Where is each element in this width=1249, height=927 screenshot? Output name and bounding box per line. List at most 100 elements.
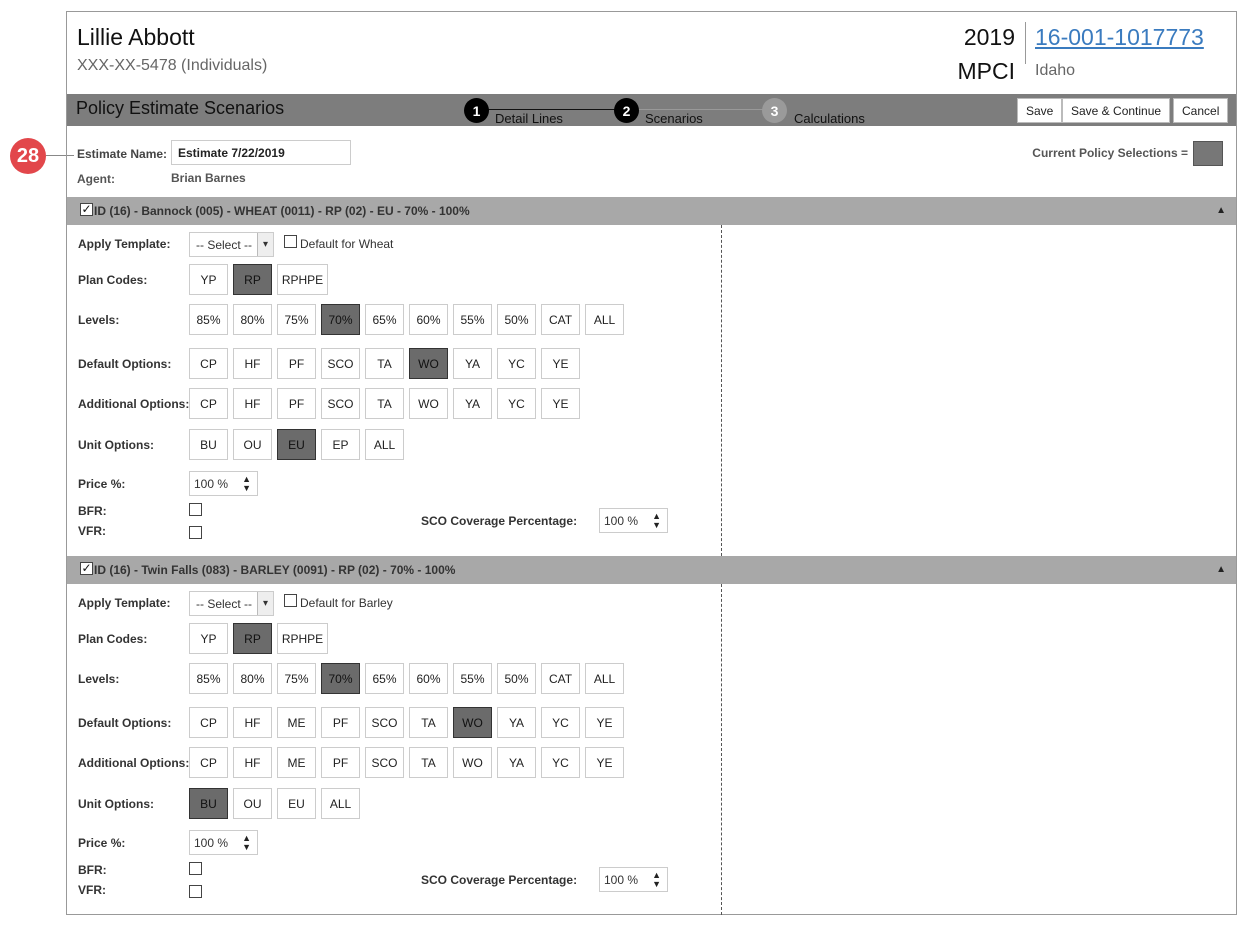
- section-2-plan-codes-option[interactable]: RPHPE: [277, 623, 328, 654]
- section-1-sco-coverage-stepper[interactable]: 100 % ▲ ▼: [599, 508, 668, 533]
- section-2-bfr-checkbox[interactable]: [189, 862, 202, 875]
- section-2-unit-options-option[interactable]: BU: [189, 788, 228, 819]
- section-1-default-options-option[interactable]: YC: [497, 348, 536, 379]
- section-2-levels-option[interactable]: 75%: [277, 663, 316, 694]
- section-2-default-options-option[interactable]: CP: [189, 707, 228, 738]
- section-2-additional-options-option[interactable]: YA: [497, 747, 536, 778]
- section-1-levels-option[interactable]: 55%: [453, 304, 492, 335]
- section-1-unit-options-option[interactable]: EU: [277, 429, 316, 460]
- section-1-levels-option[interactable]: 80%: [233, 304, 272, 335]
- section-2-default-options-option[interactable]: PF: [321, 707, 360, 738]
- collapse-caret-icon[interactable]: ▲: [1216, 564, 1226, 575]
- section-2-additional-options-option[interactable]: SCO: [365, 747, 404, 778]
- section-1-default-options-option[interactable]: CP: [189, 348, 228, 379]
- section-1-header[interactable]: ✓ ID (16) - Bannock (005) - WHEAT (0011) …: [67, 197, 1236, 225]
- section-2-header[interactable]: ✓ ID (16) - Twin Falls (083) - BARLEY (00…: [67, 556, 1236, 584]
- policy-number-link[interactable]: 16-001-1017773: [1035, 24, 1204, 50]
- section-1-additional-options-option[interactable]: YE: [541, 388, 580, 419]
- section-1-unit-options-option[interactable]: BU: [189, 429, 228, 460]
- section-2-levels-option[interactable]: 80%: [233, 663, 272, 694]
- section-2-additional-options-option[interactable]: YC: [541, 747, 580, 778]
- section-2-default-options-option[interactable]: YC: [541, 707, 580, 738]
- section-1-vfr-checkbox[interactable]: [189, 526, 202, 539]
- section-1-unit-options-option[interactable]: EP: [321, 429, 360, 460]
- section-2-levels-option[interactable]: CAT: [541, 663, 580, 694]
- section-2-levels-option[interactable]: ALL: [585, 663, 624, 694]
- section-1-unit-options-option[interactable]: ALL: [365, 429, 404, 460]
- section-2-default-options-option[interactable]: WO: [453, 707, 492, 738]
- section-2-default-options-option[interactable]: SCO: [365, 707, 404, 738]
- section-2-sco-coverage-stepper[interactable]: 100 % ▲ ▼: [599, 867, 668, 892]
- section-2-unit-options-option[interactable]: ALL: [321, 788, 360, 819]
- section-1-header-checkbox[interactable]: ✓: [80, 202, 93, 216]
- stepper-arrows-icon[interactable]: ▲ ▼: [242, 833, 251, 852]
- step-1-circle[interactable]: 1: [464, 98, 489, 123]
- stepper-arrows-icon[interactable]: ▲ ▼: [652, 870, 661, 889]
- section-2-additional-options-option[interactable]: HF: [233, 747, 272, 778]
- section-2-additional-options-option[interactable]: PF: [321, 747, 360, 778]
- section-2-default-options-option[interactable]: YE: [585, 707, 624, 738]
- section-1-additional-options-option[interactable]: PF: [277, 388, 316, 419]
- chevron-down-icon[interactable]: ▾: [257, 233, 273, 256]
- section-2-unit-options-option[interactable]: EU: [277, 788, 316, 819]
- step-2-label[interactable]: Scenarios: [645, 111, 703, 126]
- section-1-plan-codes-option[interactable]: YP: [189, 264, 228, 295]
- section-1-plan-codes-option[interactable]: RP: [233, 264, 272, 295]
- section-1-levels-option[interactable]: 85%: [189, 304, 228, 335]
- step-2-circle[interactable]: 2: [614, 98, 639, 123]
- section-1-additional-options-option[interactable]: WO: [409, 388, 448, 419]
- section-1-levels-option[interactable]: ALL: [585, 304, 624, 335]
- section-1-levels-option[interactable]: CAT: [541, 304, 580, 335]
- section-2-default-options-option[interactable]: HF: [233, 707, 272, 738]
- section-1-price-stepper[interactable]: 100 % ▲ ▼: [189, 471, 258, 496]
- section-1-default-options-option[interactable]: HF: [233, 348, 272, 379]
- save-continue-button[interactable]: Save & Continue: [1062, 98, 1171, 123]
- step-3-circle[interactable]: 3: [762, 98, 787, 123]
- section-2-vfr-checkbox[interactable]: [189, 885, 202, 898]
- section-1-additional-options-option[interactable]: CP: [189, 388, 228, 419]
- section-1-levels-option[interactable]: 65%: [365, 304, 404, 335]
- section-1-levels-option[interactable]: 60%: [409, 304, 448, 335]
- section-1-default-options-option[interactable]: TA: [365, 348, 404, 379]
- section-2-additional-options-option[interactable]: WO: [453, 747, 492, 778]
- stepper-arrows-icon[interactable]: ▲ ▼: [242, 474, 251, 493]
- section-1-bfr-checkbox[interactable]: [189, 503, 202, 516]
- section-2-default-for-checkbox[interactable]: [284, 594, 297, 607]
- section-2-levels-option[interactable]: 50%: [497, 663, 536, 694]
- section-2-price-stepper[interactable]: 100 % ▲ ▼: [189, 830, 258, 855]
- section-2-default-options-option[interactable]: TA: [409, 707, 448, 738]
- section-2-unit-options-option[interactable]: OU: [233, 788, 272, 819]
- stepper-arrows-icon[interactable]: ▲ ▼: [652, 511, 661, 530]
- section-2-default-options-option[interactable]: YA: [497, 707, 536, 738]
- section-2-levels-option[interactable]: 60%: [409, 663, 448, 694]
- section-2-additional-options-option[interactable]: ME: [277, 747, 316, 778]
- section-2-additional-options-option[interactable]: TA: [409, 747, 448, 778]
- section-1-default-for-checkbox[interactable]: [284, 235, 297, 248]
- section-1-additional-options-option[interactable]: TA: [365, 388, 404, 419]
- section-1-unit-options-option[interactable]: OU: [233, 429, 272, 460]
- section-2-default-options-option[interactable]: ME: [277, 707, 316, 738]
- section-1-template-select[interactable]: -- Select -- ▾: [189, 232, 274, 257]
- section-2-plan-codes-option[interactable]: YP: [189, 623, 228, 654]
- section-2-levels-option[interactable]: 85%: [189, 663, 228, 694]
- section-2-additional-options-option[interactable]: YE: [585, 747, 624, 778]
- cancel-button[interactable]: Cancel: [1173, 98, 1229, 123]
- section-1-default-options-option[interactable]: WO: [409, 348, 448, 379]
- section-1-additional-options-option[interactable]: YC: [497, 388, 536, 419]
- section-1-additional-options-option[interactable]: YA: [453, 388, 492, 419]
- section-2-levels-option[interactable]: 70%: [321, 663, 360, 694]
- section-1-default-options-option[interactable]: YA: [453, 348, 492, 379]
- step-1-label[interactable]: Detail Lines: [495, 111, 563, 126]
- section-1-default-options-option[interactable]: SCO: [321, 348, 360, 379]
- section-1-levels-option[interactable]: 70%: [321, 304, 360, 335]
- section-1-additional-options-option[interactable]: SCO: [321, 388, 360, 419]
- section-2-template-select[interactable]: -- Select -- ▾: [189, 591, 274, 616]
- collapse-caret-icon[interactable]: ▲: [1216, 205, 1226, 216]
- chevron-down-icon[interactable]: ▾: [257, 592, 273, 615]
- section-2-levels-option[interactable]: 55%: [453, 663, 492, 694]
- section-2-additional-options-option[interactable]: CP: [189, 747, 228, 778]
- section-1-levels-option[interactable]: 50%: [497, 304, 536, 335]
- step-3-label[interactable]: Calculations: [794, 111, 865, 126]
- section-1-levels-option[interactable]: 75%: [277, 304, 316, 335]
- save-button[interactable]: Save: [1017, 98, 1063, 123]
